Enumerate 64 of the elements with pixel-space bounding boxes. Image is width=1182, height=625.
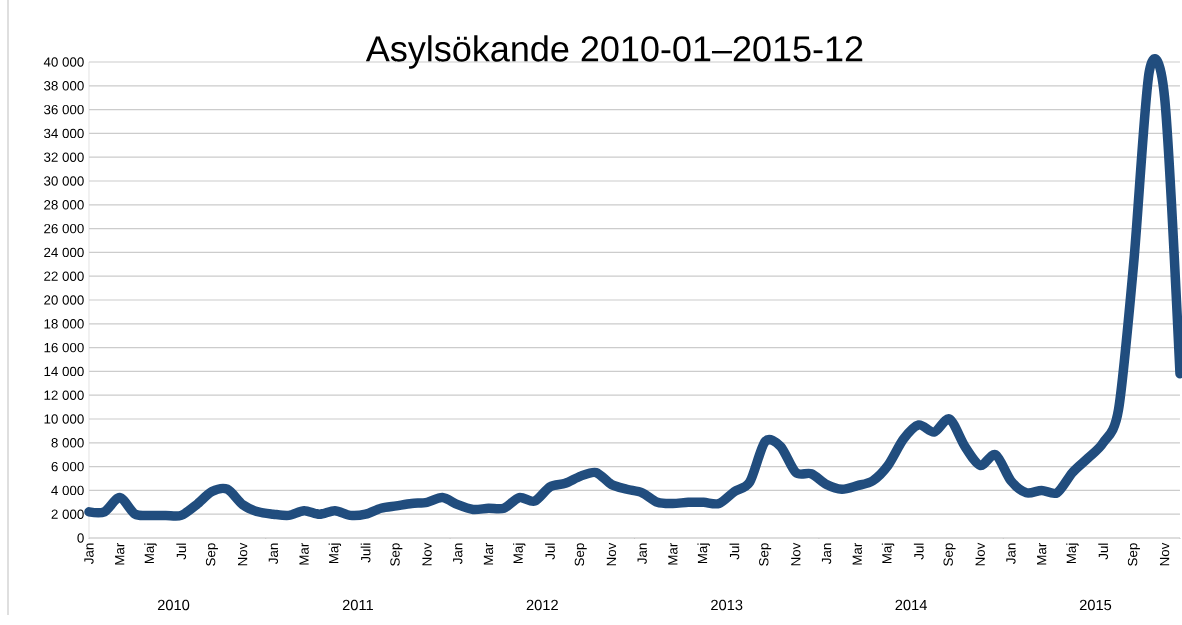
x-tick-label: Jan <box>84 543 94 564</box>
x-tick-label: Mar <box>299 542 309 565</box>
x-tick-label: Mar <box>1037 542 1047 565</box>
x-tick-label: Mar <box>483 542 494 565</box>
x-tick-label: Nov <box>606 542 617 566</box>
text: 2011 <box>342 599 373 611</box>
y-tick-label: 2 000 <box>51 509 84 519</box>
x-tick-label: Nov <box>422 542 432 566</box>
y-tick-label: 10 000 <box>44 414 84 424</box>
y-tick-label: 28 000 <box>44 200 84 210</box>
y-tick-label: 8 000 <box>51 438 84 448</box>
x-tick-label: Juli <box>360 543 371 563</box>
y-tick-label: 24 000 <box>44 247 84 258</box>
x-tick-label: Jul <box>729 543 740 560</box>
x-tick-label: Jan <box>453 543 463 564</box>
x-tick-label: Sep <box>205 543 218 566</box>
text: 2014 <box>895 599 927 611</box>
x-tick-label: Nov <box>238 542 248 566</box>
x-tick-label: Maj <box>513 543 526 564</box>
y-tick-label: 26 000 <box>44 223 84 234</box>
x-tick-label: Mar <box>115 542 125 565</box>
y-tick-label: 16 000 <box>44 342 84 353</box>
x-tick-label: Sep <box>390 543 403 566</box>
x-tick-label: Maj <box>144 543 157 564</box>
text: 2010 <box>157 599 190 611</box>
y-tick-label: 4 000 <box>51 485 84 496</box>
x-tick-label: Sep <box>943 543 956 566</box>
y-tick-label: 22 000 <box>44 271 84 281</box>
x-tick-label: Maj <box>1066 543 1079 564</box>
y-tick-label: 40 000 <box>43 57 84 67</box>
x-tick-label: Nov <box>975 542 985 566</box>
y-tick-label: 38 000 <box>44 81 84 91</box>
x-tick-label: Maj <box>881 543 895 564</box>
y-tick-label: 0 <box>77 533 84 543</box>
x-tick-label: Sep <box>574 543 587 566</box>
y-tick-label: 20 000 <box>44 295 84 305</box>
y-tick-label: 36 000 <box>44 104 84 115</box>
x-tick-label: Jan <box>268 543 279 564</box>
y-tick-label: 12 000 <box>44 390 84 400</box>
text: 2015 <box>1079 599 1112 611</box>
x-tick-label: Sep <box>1127 543 1140 566</box>
text: 2013 <box>711 599 743 611</box>
y-tick-label: 34 000 <box>44 128 84 139</box>
x-tick-label: Nov <box>791 542 801 566</box>
y-tick-label: 14 000 <box>44 366 84 377</box>
x-tick-label: Jul <box>913 543 924 560</box>
x-tick-label: Maj <box>328 543 342 564</box>
x-tick-label: Mar <box>668 542 678 565</box>
chart-title: Asylsökande 2010-01–2015-12 <box>365 35 863 69</box>
x-tick-label: Jan <box>637 543 647 564</box>
x-tick-label: Sep <box>759 543 772 566</box>
text: 2012 <box>526 599 558 611</box>
x-tick-label: Jul <box>176 543 187 560</box>
x-tick-label: Mar <box>852 542 862 565</box>
y-tick-label: 18 000 <box>44 319 84 329</box>
x-tick-label: Jan <box>1006 543 1016 564</box>
x-tick-label: Jul <box>545 543 555 560</box>
x-tick-label: Maj <box>697 543 710 564</box>
x-tick-label: Jul <box>1098 543 1109 560</box>
x-tick-label: Jan <box>821 543 832 564</box>
x-tick-label: Nov <box>1159 542 1170 566</box>
y-tick-label: 30 000 <box>44 176 84 186</box>
y-tick-label: 6 000 <box>51 461 84 472</box>
y-tick-label: 32 000 <box>44 152 84 162</box>
